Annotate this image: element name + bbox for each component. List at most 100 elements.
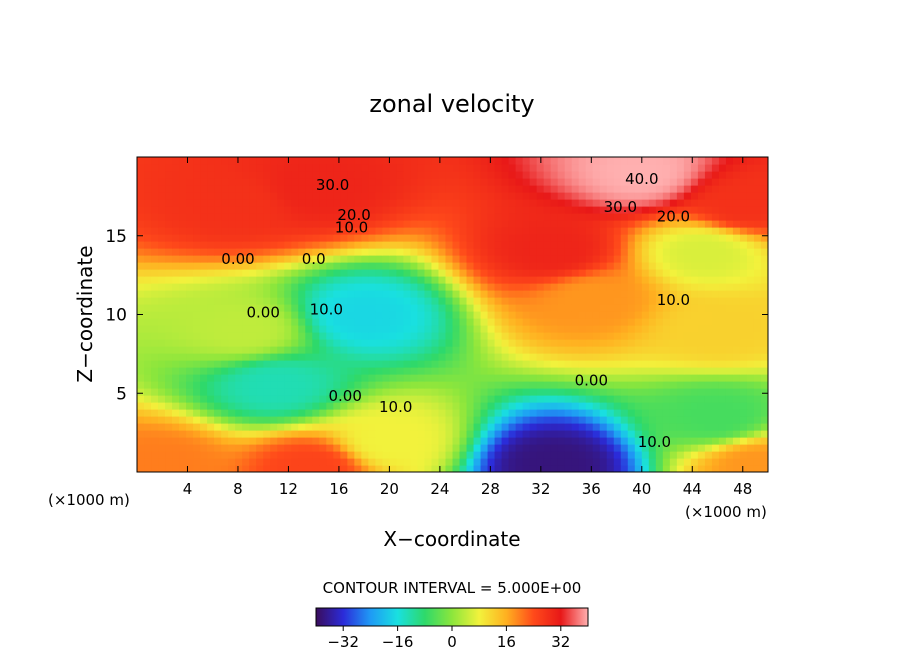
field-cell [291, 402, 299, 410]
field-cell [641, 199, 650, 207]
contour-label: 20.0 [337, 206, 370, 224]
field-cell [284, 283, 292, 291]
field-cell [417, 346, 426, 354]
field-cell [242, 283, 250, 291]
field-cell [725, 381, 734, 389]
field-cell [424, 276, 433, 284]
field-cell [249, 395, 257, 403]
field-cell [473, 374, 482, 382]
field-cell [487, 346, 496, 354]
field-cell [669, 276, 678, 284]
field-cell [725, 367, 734, 375]
field-cell [746, 283, 755, 291]
field-cell [256, 199, 264, 207]
field-cell [207, 318, 215, 326]
field-cell [613, 304, 622, 312]
field-cell [606, 269, 615, 277]
field-cell [690, 241, 699, 249]
field-cell [473, 388, 482, 396]
field-cell [662, 374, 671, 382]
field-cell [375, 451, 383, 459]
field-cell [746, 227, 755, 235]
x-unit-right: (×1000 m) [685, 503, 767, 521]
field-cell [571, 262, 580, 270]
field-cell [480, 262, 489, 270]
field-cell [760, 304, 768, 312]
field-cell [319, 409, 327, 417]
field-cell [193, 248, 201, 256]
field-cell [249, 157, 257, 165]
field-cell [739, 178, 748, 186]
field-cell [697, 276, 706, 284]
field-cell [725, 325, 734, 333]
field-cell [697, 402, 706, 410]
field-cell [347, 269, 355, 277]
field-cell [648, 297, 657, 305]
field-cell [298, 395, 306, 403]
field-cell [550, 269, 559, 277]
field-cell [760, 199, 768, 207]
field-cell [186, 437, 194, 445]
field-cell [158, 234, 166, 242]
field-cell [473, 297, 482, 305]
field-cell [403, 185, 412, 193]
field-cell [494, 451, 503, 459]
field-cell [319, 304, 327, 312]
field-cell [424, 199, 433, 207]
field-cell [298, 269, 306, 277]
field-cell [354, 325, 362, 333]
field-cell [522, 318, 531, 326]
field-cell [718, 332, 727, 340]
field-cell [431, 381, 440, 389]
field-cell [557, 423, 566, 431]
field-cell [613, 430, 622, 438]
field-cell [431, 444, 440, 452]
x-tick-label: 16 [329, 480, 348, 498]
field-cell [683, 325, 692, 333]
field-cell [165, 297, 173, 305]
field-cell [410, 437, 419, 445]
field-cell [508, 199, 517, 207]
field-cell [487, 248, 496, 256]
field-cell [536, 318, 545, 326]
field-cell [543, 206, 552, 214]
field-cell [403, 374, 412, 382]
field-cell [172, 388, 180, 396]
field-cell [648, 241, 657, 249]
field-cell [725, 395, 734, 403]
field-cell [578, 206, 587, 214]
field-cell [543, 325, 552, 333]
field-cell [564, 297, 573, 305]
field-cell [242, 325, 250, 333]
field-cell [151, 451, 159, 459]
field-cell [200, 409, 208, 417]
field-cell [228, 451, 236, 459]
field-cell [690, 451, 699, 459]
field-cell [291, 325, 299, 333]
field-cell [627, 388, 636, 396]
field-cell [494, 157, 503, 165]
field-cell [613, 465, 622, 472]
field-cell [214, 199, 222, 207]
field-cell [221, 367, 229, 375]
field-cell [536, 346, 545, 354]
field-cell [158, 171, 166, 179]
field-cell [200, 297, 208, 305]
field-cell [270, 276, 278, 284]
field-cell [277, 367, 285, 375]
field-cell [536, 234, 545, 242]
field-cell [627, 458, 636, 466]
field-cell [319, 206, 327, 214]
field-cell [347, 416, 355, 424]
field-cell [361, 409, 369, 417]
field-cell [683, 255, 692, 263]
field-cell [347, 220, 355, 228]
field-cell [641, 318, 650, 326]
field-cell [578, 423, 587, 431]
field-cell [564, 388, 573, 396]
field-cell [606, 290, 615, 298]
field-cell [753, 164, 762, 172]
field-cell [158, 283, 166, 291]
field-cell [529, 332, 538, 340]
field-cell [606, 157, 615, 165]
